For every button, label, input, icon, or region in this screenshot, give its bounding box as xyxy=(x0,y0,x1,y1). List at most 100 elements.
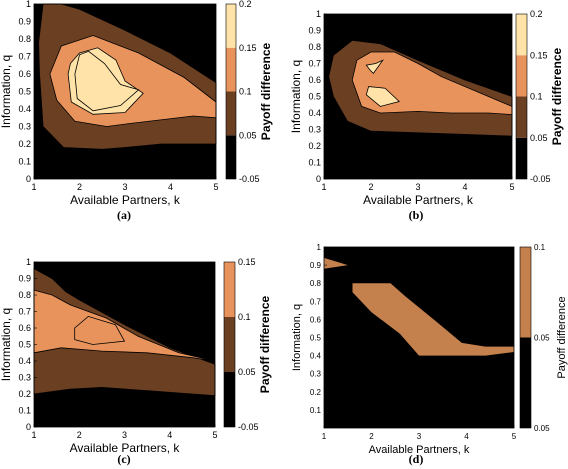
contour-region-2 xyxy=(365,86,401,107)
y-tick-label: 1 xyxy=(317,243,322,252)
contour-region-3 xyxy=(365,59,385,75)
colorbar-tick-label: 0.05 xyxy=(238,367,256,377)
colorbar-band xyxy=(226,135,236,179)
y-tick-label: 0.7 xyxy=(18,52,31,62)
x-tick-label: 1 xyxy=(31,430,36,440)
colorbar-band xyxy=(516,137,527,179)
x-tick-label: 4 xyxy=(462,182,467,192)
y-tick-label: 0 xyxy=(26,422,31,432)
colorbar-tick-label: -0.05 xyxy=(530,174,551,184)
colorbar-band xyxy=(520,247,531,338)
y-tick-label: 0.1 xyxy=(308,158,321,168)
y-tick-label: 0.6 xyxy=(308,75,321,85)
colorbar-frame xyxy=(515,13,528,180)
x-tick-label: 3 xyxy=(417,432,422,441)
panel-c: 1 2 3 4 5 0 0.1 0.2 0.3 0.4 0.5 0.6 0.7 0.8 0.9 1 Availa… xyxy=(0,257,272,466)
panel-b: 1 2 3 4 5 0 0.1 0.2 0.3 0.4 0.5 0.6 0.7 0.8 0.9 1 Availa… xyxy=(289,9,564,222)
y-tick-label: 0.8 xyxy=(18,34,31,44)
x-axis-label: Available Partners, k xyxy=(70,193,181,207)
panel-a: 1 2 3 4 5 0 0.1 0.2 0.3 0.4 0.5 0.6 0.7 0.8 0.9 1 Availa… xyxy=(0,0,273,222)
y-tick-label: 1 xyxy=(26,257,31,267)
y-tick-label: 0.2 xyxy=(18,389,31,399)
y-tick-label: 0.4 xyxy=(18,356,31,366)
colorbar-tick-label: 0.1 xyxy=(530,92,543,102)
colorbar-tick-label: 0.1 xyxy=(239,87,252,97)
y-tick-label: 0.9 xyxy=(18,274,31,284)
x-tick-label: 4 xyxy=(464,432,469,441)
y-tick-label: 0.8 xyxy=(310,279,322,288)
colorbar-tick-label: 0.2 xyxy=(530,9,543,19)
y-tick-label: 0.5 xyxy=(18,87,31,97)
panel-caption: (c) xyxy=(117,452,130,466)
y-tick-label: 0.2 xyxy=(310,388,322,397)
y-tick-label: 0.6 xyxy=(18,69,31,79)
x-axis-label: Available Partners, k xyxy=(70,441,181,455)
colorbar-band xyxy=(520,337,531,428)
colorbar-band xyxy=(516,96,527,138)
y-tick-label: 0.3 xyxy=(310,370,322,379)
y-tick-label: 0.8 xyxy=(308,42,321,52)
colorbar-tick-label: 0.05 xyxy=(534,334,550,343)
y-tick-label: 0.5 xyxy=(18,340,31,350)
colorbar-band xyxy=(226,47,236,92)
y-tick-label: 0.2 xyxy=(308,141,321,151)
x-tick-label: 4 xyxy=(167,430,172,440)
x-tick-label: 2 xyxy=(368,182,373,192)
contour-region-2 xyxy=(74,315,126,345)
x-tick-label: 3 xyxy=(122,430,127,440)
panel-caption: (d) xyxy=(409,452,424,466)
colorbar-band xyxy=(224,372,235,427)
colorbar-tick-label: 0.1 xyxy=(238,312,251,322)
colorbar-tick-label: 0.05 xyxy=(239,130,257,140)
colorbar-label: Payoff difference xyxy=(556,296,568,378)
x-tick-label: 4 xyxy=(168,182,173,192)
y-axis-label: Information, q xyxy=(0,55,13,128)
y-tick-label: 0.6 xyxy=(18,323,31,333)
colorbar-frame xyxy=(519,246,532,429)
y-tick-label: 0.4 xyxy=(18,104,31,114)
colorbar-tick-label: 0.15 xyxy=(530,50,548,60)
contour-region-1 xyxy=(33,289,216,362)
colorbar-label: Payoff difference xyxy=(258,295,272,393)
colorbar-band xyxy=(224,262,235,317)
y-tick-label: 1 xyxy=(316,9,321,19)
y-tick-label: 0.3 xyxy=(308,125,321,135)
y-tick-label: 0.7 xyxy=(308,59,321,69)
contour-region-0 xyxy=(324,257,348,269)
x-tick-label: 3 xyxy=(415,182,420,192)
y-tick-label: 0.7 xyxy=(18,307,31,317)
colorbar-tick-label: -0.05 xyxy=(238,422,259,432)
colorbar-band xyxy=(226,91,236,136)
colorbar-frame xyxy=(223,261,236,428)
x-tick-label: 2 xyxy=(77,182,82,192)
colorbar-tick-label: 0.1 xyxy=(534,243,546,252)
contour-region-3 xyxy=(74,50,140,112)
y-tick-label: 0 xyxy=(26,174,31,184)
x-tick-label: 1 xyxy=(322,432,327,441)
y-tick-label: 1 xyxy=(26,0,31,9)
y-tick-label: 0.6 xyxy=(310,315,322,324)
y-tick-label: 0.7 xyxy=(310,297,322,306)
y-tick-label: 0.9 xyxy=(18,17,31,27)
colorbar-tick-label: 0.05 xyxy=(534,424,550,433)
x-tick-label: 5 xyxy=(512,432,517,441)
y-tick-label: 0.3 xyxy=(18,122,31,132)
y-tick-label: 0.8 xyxy=(18,290,31,300)
colorbar-tick-label: 0.15 xyxy=(239,43,257,53)
y-tick-label: 0 xyxy=(316,174,321,184)
colorbar-tick-label: 0.05 xyxy=(530,133,548,143)
y-axis-label: Information, q xyxy=(0,308,13,381)
x-tick-label: 1 xyxy=(321,182,326,192)
colorbar-band xyxy=(226,4,236,48)
x-tick-label: 5 xyxy=(212,430,217,440)
x-axis-label: Available Partners, k xyxy=(363,193,474,207)
y-tick-label: 0.1 xyxy=(310,406,322,415)
x-tick-label: 5 xyxy=(213,182,218,192)
colorbar-band xyxy=(516,55,527,97)
y-axis-label: Information, q xyxy=(291,304,303,371)
x-tick-label: 5 xyxy=(509,182,514,192)
colorbar-band xyxy=(516,14,527,56)
colorbar-tick-label: 0.15 xyxy=(238,257,256,267)
y-tick-label: 0.5 xyxy=(310,334,322,343)
